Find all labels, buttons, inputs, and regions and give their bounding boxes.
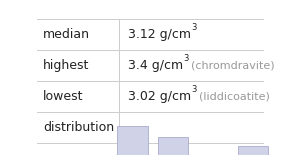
Text: distribution: distribution (43, 121, 114, 134)
Text: 3: 3 (183, 54, 189, 63)
Text: 3.12 g/cm: 3.12 g/cm (128, 28, 191, 41)
Bar (158, 137, 188, 155)
Text: highest: highest (43, 59, 90, 72)
Text: (chromdravite): (chromdravite) (191, 61, 274, 71)
Bar (117, 126, 147, 155)
Text: (liddicoatite): (liddicoatite) (199, 92, 270, 102)
Text: 3.4 g/cm: 3.4 g/cm (128, 59, 183, 72)
Bar (238, 146, 268, 155)
Text: 3: 3 (191, 85, 197, 94)
Text: 3: 3 (191, 23, 197, 32)
Text: lowest: lowest (43, 90, 84, 103)
Text: 3.02 g/cm: 3.02 g/cm (128, 90, 191, 103)
Text: median: median (43, 28, 90, 41)
